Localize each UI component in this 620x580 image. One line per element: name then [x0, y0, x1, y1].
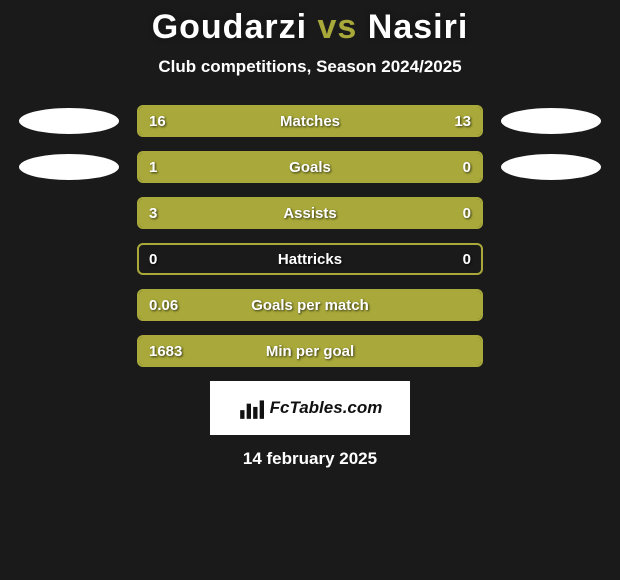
- bar-fill-left: [139, 199, 399, 227]
- stat-row: 10Goals: [0, 151, 620, 183]
- competition-subtitle: Club competitions, Season 2024/2025: [0, 57, 620, 77]
- stat-row: 0 0Hattricks: [0, 243, 620, 275]
- bar-fill-left: [139, 337, 481, 365]
- comparison-bars: 1613Matches 10Goals 30Assists 0 0Hattricks 0.…: [0, 105, 620, 367]
- source-badge: FcTables.com: [210, 381, 410, 435]
- player2-pill: [501, 154, 601, 180]
- stat-bar: 1613Matches: [137, 105, 483, 137]
- stat-bar: 0 0Hattricks: [137, 243, 483, 275]
- source-text: FcTables.com: [270, 398, 383, 418]
- stat-value-right: 0: [463, 245, 471, 273]
- player2-pill: [501, 108, 601, 134]
- player1-pill: [19, 154, 119, 180]
- stat-row: 30Assists: [0, 197, 620, 229]
- player2-name: Nasiri: [368, 8, 469, 46]
- stat-label: Hattricks: [139, 245, 481, 273]
- stat-bar: 1683Min per goal: [137, 335, 483, 367]
- stat-row: 1613Matches: [0, 105, 620, 137]
- date-label: 14 february 2025: [0, 449, 620, 469]
- stat-bar: 10Goals: [137, 151, 483, 183]
- player1-name: Goudarzi: [152, 8, 307, 46]
- bar-fill-left: [139, 153, 399, 181]
- bar-fill-left: [139, 107, 327, 135]
- stat-row: 0.06Goals per match: [0, 289, 620, 321]
- stat-bar: 0.06Goals per match: [137, 289, 483, 321]
- vs-label: vs: [318, 8, 358, 46]
- stat-row: 1683Min per goal: [0, 335, 620, 367]
- player1-pill: [19, 108, 119, 134]
- stat-value-left: 0: [149, 245, 157, 273]
- bar-fill-right: [399, 199, 481, 227]
- bar-fill-right: [399, 153, 481, 181]
- chart-icon: [238, 395, 264, 421]
- bar-fill-left: [139, 291, 481, 319]
- stat-bar: 30Assists: [137, 197, 483, 229]
- comparison-title: Goudarzi vs Nasiri: [0, 0, 620, 47]
- bar-fill-right: [327, 107, 481, 135]
